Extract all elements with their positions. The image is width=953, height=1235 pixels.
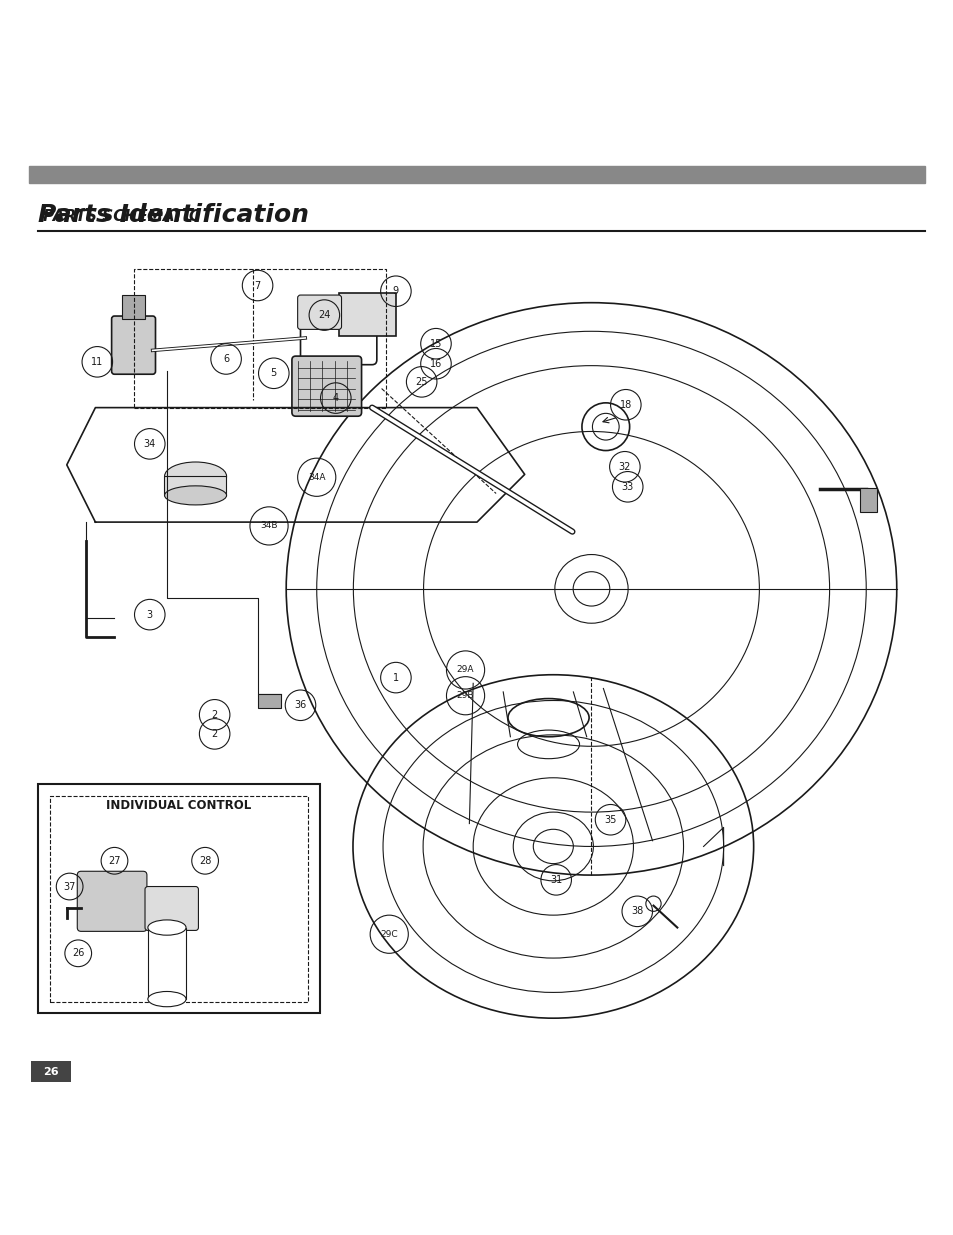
Text: 27: 27 — [108, 856, 121, 866]
Bar — [164, 477, 226, 495]
Text: 3: 3 — [147, 610, 152, 620]
FancyBboxPatch shape — [145, 887, 198, 930]
Text: INDIVIDUAL CONTROL: INDIVIDUAL CONTROL — [106, 799, 252, 811]
Text: 7: 7 — [254, 280, 260, 290]
Ellipse shape — [164, 462, 226, 490]
FancyBboxPatch shape — [338, 293, 395, 336]
Text: 33: 33 — [621, 482, 633, 492]
Text: 34: 34 — [144, 438, 155, 448]
Bar — [148, 927, 186, 999]
Ellipse shape — [148, 992, 186, 1007]
Text: 2: 2 — [212, 729, 217, 739]
FancyBboxPatch shape — [77, 871, 147, 931]
Text: 11: 11 — [91, 357, 103, 367]
Text: 1: 1 — [393, 673, 398, 683]
Text: 24: 24 — [318, 310, 330, 320]
Text: 16: 16 — [430, 358, 441, 369]
Bar — [38, 784, 319, 1014]
Text: 34A: 34A — [308, 473, 325, 482]
Ellipse shape — [148, 920, 186, 935]
Text: 4: 4 — [333, 393, 338, 403]
Text: 26: 26 — [72, 948, 84, 958]
Text: 35: 35 — [604, 815, 616, 825]
Bar — [257, 694, 281, 708]
Text: 5: 5 — [271, 368, 276, 378]
Ellipse shape — [164, 485, 226, 505]
Text: 15: 15 — [430, 338, 441, 348]
Text: 29B: 29B — [456, 692, 474, 700]
Bar — [50, 795, 308, 1002]
FancyBboxPatch shape — [297, 295, 341, 330]
Text: 29C: 29C — [380, 930, 397, 939]
Text: 36: 36 — [294, 700, 306, 710]
Text: 31: 31 — [550, 874, 561, 884]
Bar — [30, 1061, 71, 1082]
Text: 32: 32 — [618, 462, 630, 472]
Text: 34B: 34B — [260, 521, 277, 530]
Text: 2: 2 — [212, 710, 217, 720]
Text: 6: 6 — [223, 354, 229, 364]
Text: 38: 38 — [631, 906, 642, 916]
Bar — [860, 488, 877, 511]
Text: 29A: 29A — [456, 666, 474, 674]
Bar — [29, 167, 924, 184]
Text: 26: 26 — [43, 1067, 58, 1077]
FancyBboxPatch shape — [292, 356, 361, 416]
Text: 28: 28 — [199, 856, 211, 866]
Text: 18: 18 — [619, 400, 631, 410]
Text: 9: 9 — [393, 287, 398, 296]
FancyBboxPatch shape — [112, 316, 155, 374]
Text: 25: 25 — [415, 377, 428, 387]
Bar — [122, 295, 145, 319]
Text: Parts Identification: Parts Identification — [38, 203, 309, 226]
Text: 37: 37 — [64, 882, 75, 892]
Text: PARTS SCHEMATIC: PARTS SCHEMATIC — [43, 210, 200, 225]
